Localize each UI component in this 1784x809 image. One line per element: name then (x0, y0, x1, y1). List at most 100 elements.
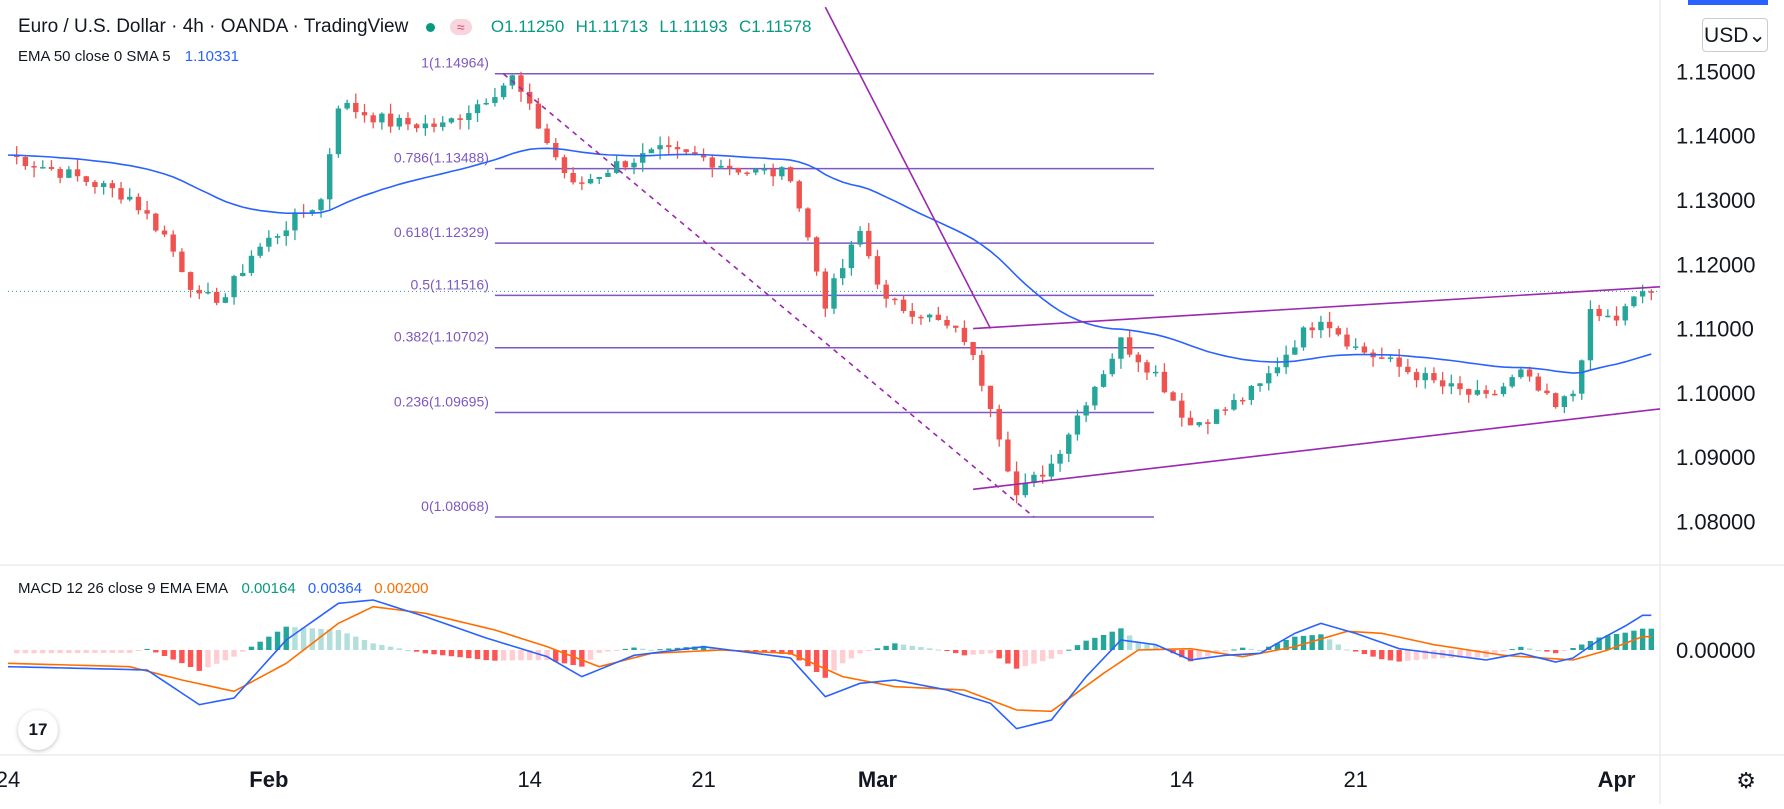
macd-histogram-bar (1483, 650, 1489, 658)
fib-level-label: 0.618(1.12329) (394, 224, 489, 240)
candle-body (1509, 377, 1515, 387)
macd-histogram-bar (266, 636, 272, 650)
candle-body (1631, 296, 1637, 307)
macd-histogram-bar (1153, 645, 1159, 650)
fib-level-label: 1(1.14964) (421, 55, 489, 71)
candle-body (1074, 415, 1081, 435)
macd-histogram-bar (1526, 648, 1533, 650)
candle-body (970, 342, 976, 355)
macd-histogram-bar (292, 627, 298, 650)
macd-histogram-bar (1561, 650, 1568, 651)
macd-histogram-bar (1222, 650, 1228, 652)
candle-body (1031, 474, 1037, 484)
candle-body (266, 237, 272, 247)
candle-body (1248, 385, 1255, 400)
macd-histogram-bar (1126, 635, 1133, 650)
tradingview-logo[interactable]: 17 (18, 710, 58, 750)
macd-histogram-bar (805, 650, 811, 667)
macd-histogram-bar (892, 643, 898, 650)
approx-equal-icon[interactable]: ≈ (449, 19, 472, 35)
macd-histogram-bar (883, 645, 889, 650)
candle-body (831, 278, 837, 309)
time-tick-label: 14 (1170, 767, 1194, 792)
candle-body (987, 385, 994, 410)
candle-body (1379, 357, 1385, 359)
macd-legend[interactable]: MACD 12 26 close 9 EMA EMA 0.00164 0.003… (18, 580, 428, 597)
candle-body (700, 154, 707, 158)
macd-histogram-bar (109, 650, 116, 653)
macd-histogram-bar (1500, 650, 1507, 652)
symbol-title[interactable]: Euro / U.S. Dollar · 4h · OANDA · Tradin… (18, 16, 409, 37)
candle-body (1405, 366, 1411, 373)
macd-histogram-bar (1518, 646, 1524, 650)
candle-body (483, 102, 489, 105)
macd-histogram-bar (1239, 647, 1246, 650)
macd-histogram-bar (509, 650, 515, 661)
macd-histogram-bar (283, 626, 289, 650)
candle-body (153, 213, 159, 231)
candle-body (1448, 383, 1455, 387)
candle-body (961, 327, 968, 343)
candle-body (1361, 346, 1368, 353)
candle-body (205, 291, 211, 294)
macd-histogram-bar (1387, 650, 1394, 661)
candle-body (561, 157, 568, 174)
macd-signal-value: 0.00200 (374, 580, 429, 597)
candle-body (805, 208, 811, 238)
candle-body (144, 210, 150, 214)
candle-body (196, 289, 202, 294)
time-tick-label: Feb (249, 767, 288, 792)
candle-body (770, 169, 776, 177)
candle-body (405, 117, 411, 125)
candle-body (1066, 434, 1072, 454)
macd-histogram-bar (1074, 645, 1081, 650)
candle-body (1126, 337, 1133, 355)
macd-histogram-bar (1109, 631, 1115, 650)
macd-histogram-bar (1031, 650, 1037, 664)
macd-histogram-bar (918, 647, 924, 650)
time-tick-label: 14 (517, 767, 541, 792)
candle-body (327, 154, 333, 200)
candle-body (640, 153, 646, 163)
macd-histogram-bar (1005, 650, 1011, 664)
candle-body (240, 272, 246, 277)
macd-line-value: 0.00364 (307, 580, 363, 597)
macd-histogram-bar (413, 650, 420, 652)
candle-body (631, 162, 637, 168)
macd-histogram-bar (440, 650, 446, 656)
macd-histogram-bar (1187, 650, 1194, 662)
candle-body (187, 272, 194, 290)
macd-histogram-bar (196, 650, 202, 671)
macd-histogram-bar (205, 650, 211, 668)
macd-histogram-bar (187, 650, 194, 667)
macd-histogram-bar (1292, 636, 1298, 650)
candle-body (918, 316, 924, 319)
candle-body (866, 230, 872, 257)
indicator-legend[interactable]: EMA 50 close 0 SMA 5 1.10331 (18, 48, 239, 65)
candle-body (274, 236, 281, 238)
macd-histogram-bar (813, 650, 820, 672)
indicator-label: EMA 50 close 0 SMA 5 (18, 48, 171, 65)
candle-body (1613, 315, 1620, 321)
macd-histogram-bar (240, 650, 246, 652)
candle-body (544, 128, 550, 144)
candle-body (744, 172, 750, 175)
candle-body (648, 149, 655, 154)
gear-icon[interactable]: ⚙ (1736, 768, 1756, 793)
currency-button[interactable]: USD⌄ (1702, 18, 1768, 52)
macd-histogram-bar (1552, 650, 1559, 654)
candle-body (83, 176, 89, 182)
macd-histogram-bar (1596, 637, 1602, 650)
candle-body (92, 181, 98, 187)
macd-histogram-bar (761, 650, 768, 653)
candle-body (379, 113, 385, 123)
macd-histogram-bar (1448, 650, 1455, 658)
candle-body (1500, 386, 1507, 395)
lower-channel-line (973, 408, 1661, 491)
macd-line (7, 599, 1652, 730)
candle-body (526, 91, 533, 104)
candle-body (1231, 399, 1237, 410)
candle-body (1413, 372, 1420, 381)
